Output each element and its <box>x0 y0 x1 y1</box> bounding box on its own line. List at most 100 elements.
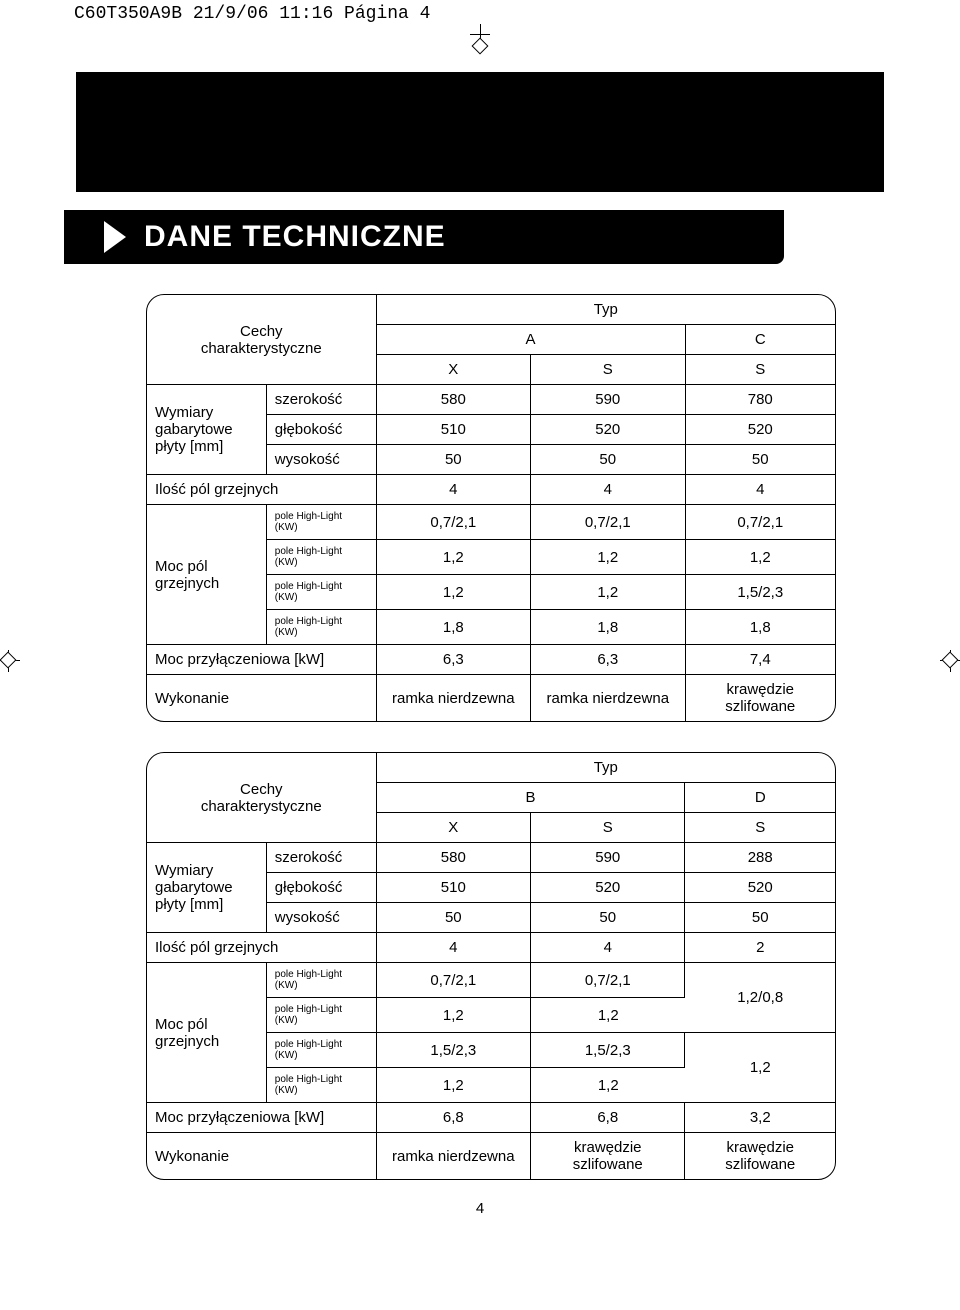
cell: 6,8 <box>377 1103 531 1133</box>
cell-ilosc-label: Ilość pól grzejnych <box>147 933 377 963</box>
cell: 1,2 <box>377 575 531 610</box>
cell: 780 <box>686 385 836 415</box>
cell-wymiary: Wymiary gabarytowe płyty [mm] <box>147 843 267 933</box>
cell-szer-label: szerokość <box>267 843 377 873</box>
cell: 510 <box>377 415 531 445</box>
cell-x: X <box>377 813 531 843</box>
cell: ramka nierdzewna <box>531 675 685 721</box>
cell: 1,8 <box>377 610 531 645</box>
black-band <box>76 72 884 192</box>
cell-s2: S <box>686 355 836 385</box>
title-band: DANE TECHNICZNE <box>64 210 784 264</box>
cell: 50 <box>377 445 531 475</box>
cell-mocprz-label: Moc przyłączeniowa [kW] <box>147 1103 377 1133</box>
cell: 590 <box>531 843 685 873</box>
cell: 6,8 <box>531 1103 685 1133</box>
cell: krawędzie szlifowane <box>531 1133 685 1179</box>
cell: 520 <box>686 415 836 445</box>
cell: 1,5/2,3 <box>377 1033 531 1068</box>
cell: 1,2/0,8 <box>685 963 835 1033</box>
cell: krawędzie szlifowane <box>685 1133 835 1179</box>
cell: 1,2 <box>531 540 685 575</box>
cell: ramka nierdzewna <box>377 675 531 721</box>
cell-wyk-label: Wykonanie <box>147 1133 377 1179</box>
cell-gleb-label: głębokość <box>267 873 377 903</box>
cell: 50 <box>685 903 835 933</box>
cell-mocpol-label: Moc pól grzejnych <box>147 505 267 645</box>
cell-c: C <box>686 325 836 355</box>
cell-hl-label: pole High-Light (KW) <box>267 610 377 645</box>
cell: 2 <box>685 933 835 963</box>
cell: 1,5/2,3 <box>531 1033 685 1068</box>
cell: krawędzie szlifowane <box>686 675 836 721</box>
cell-x: X <box>377 355 531 385</box>
cell: 520 <box>531 873 685 903</box>
cell: 1,2 <box>377 998 531 1033</box>
cell: 1,2 <box>531 998 685 1033</box>
cell-typ: Typ <box>377 753 835 783</box>
cell-mocprz-label: Moc przyłączeniowa [kW] <box>147 645 377 675</box>
cell: 4 <box>531 933 685 963</box>
cell-hl-label: pole High-Light (KW) <box>267 505 377 540</box>
cell: 6,3 <box>531 645 685 675</box>
cell-typ: Typ <box>377 295 835 325</box>
cell: 520 <box>531 415 685 445</box>
cell-a: A <box>377 325 686 355</box>
cell-hl-label: pole High-Light (KW) <box>267 998 377 1033</box>
cell: 7,4 <box>686 645 836 675</box>
cell: 4 <box>686 475 836 505</box>
cell-hl-label: pole High-Light (KW) <box>267 540 377 575</box>
cell-wyk-label: Wykonanie <box>147 675 377 721</box>
cell: 580 <box>377 385 531 415</box>
cell: 1,2 <box>686 540 836 575</box>
page-number: 4 <box>76 1200 884 1217</box>
cell: 1,2 <box>531 1068 685 1103</box>
cell: 1,8 <box>531 610 685 645</box>
cell-s2: S <box>685 813 835 843</box>
cell: ramka nierdzewna <box>377 1133 531 1179</box>
cell-hl-label: pole High-Light (KW) <box>267 1068 377 1103</box>
cell: 510 <box>377 873 531 903</box>
cell-b: B <box>377 783 686 813</box>
cell-cechy: Cechy charakterystyczne <box>147 753 377 843</box>
cell: 580 <box>377 843 531 873</box>
spec-table-2: Cechy charakterystyczne Typ B D X S S Wy… <box>146 752 836 1180</box>
cell: 288 <box>685 843 835 873</box>
cell: 520 <box>685 873 835 903</box>
cell-wys-label: wysokość <box>267 445 377 475</box>
cell: 4 <box>377 933 531 963</box>
cell: 1,2 <box>685 1033 835 1103</box>
cell-ilosc-label: Ilość pól grzejnych <box>147 475 377 505</box>
cell-mocpol-label: Moc pól grzejnych <box>147 963 267 1103</box>
cell: 1,8 <box>686 610 836 645</box>
cell-hl-label: pole High-Light (KW) <box>267 575 377 610</box>
cell: 0,7/2,1 <box>531 963 685 998</box>
cell: 0,7/2,1 <box>686 505 836 540</box>
cell-szer-label: szerokość <box>267 385 377 415</box>
cell: 1,2 <box>531 575 685 610</box>
cell: 50 <box>377 903 531 933</box>
arrow-icon <box>104 221 126 253</box>
print-header: C60T350A9B 21/9/06 11:16 Página 4 <box>0 0 960 24</box>
cell: 6,3 <box>377 645 531 675</box>
cell: 4 <box>377 475 531 505</box>
cell-s1: S <box>531 813 685 843</box>
spec-table-1: Cechy charakterystyczne Typ A C X S S Wy… <box>146 294 836 722</box>
cell-s1: S <box>531 355 685 385</box>
crop-mark-top <box>0 24 960 52</box>
cell: 1,2 <box>377 1068 531 1103</box>
cell-wymiary: Wymiary gabarytowe płyty [mm] <box>147 385 267 475</box>
cell: 0,7/2,1 <box>377 963 531 998</box>
cell: 4 <box>531 475 685 505</box>
cell: 590 <box>531 385 685 415</box>
cell-hl-label: pole High-Light (KW) <box>267 1033 377 1068</box>
cell-d: D <box>685 783 835 813</box>
cell: 50 <box>531 903 685 933</box>
cell: 50 <box>686 445 836 475</box>
cell: 0,7/2,1 <box>531 505 685 540</box>
cell-gleb-label: głębokość <box>267 415 377 445</box>
cell: 50 <box>531 445 685 475</box>
cell-cechy: Cechy charakterystyczne <box>147 295 377 385</box>
cell: 1,2 <box>377 540 531 575</box>
cell-wys-label: wysokość <box>267 903 377 933</box>
